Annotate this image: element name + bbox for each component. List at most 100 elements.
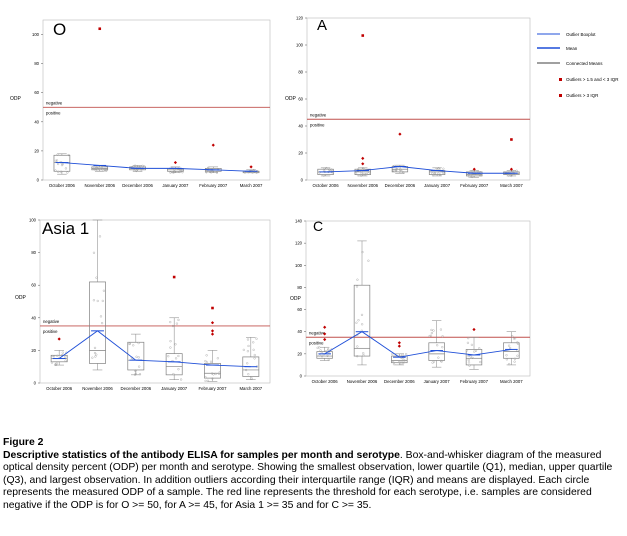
sample-dot (362, 352, 365, 355)
sample-dot (400, 359, 403, 363)
x-tick-label: December 2006 (122, 183, 153, 188)
sample-dot (51, 354, 54, 358)
sample-dot (512, 337, 516, 340)
y-tick-label: 120 (296, 16, 304, 21)
y-tick-label: 80 (34, 61, 39, 66)
sample-dot (204, 376, 207, 379)
sample-dot (441, 346, 444, 349)
sample-dot (169, 340, 172, 343)
outlier-near (472, 327, 476, 332)
sample-dot (505, 358, 509, 361)
sample-dot (318, 346, 321, 349)
sample-dot (171, 324, 175, 328)
x-tick-label: March 2007 (500, 379, 523, 384)
sample-dot (91, 356, 94, 359)
y-tick-label: 40 (297, 329, 302, 334)
sample-dot (211, 372, 214, 375)
plot-frame (42, 19, 271, 181)
y-tick-label: 80 (297, 285, 302, 290)
sample-dot (133, 164, 137, 167)
outlier-near (173, 160, 178, 165)
sample-dot (513, 337, 517, 340)
sample-dot (66, 171, 69, 174)
sample-dot (64, 359, 67, 362)
sample-dot (253, 353, 256, 357)
sample-dot (177, 368, 180, 371)
box (316, 351, 333, 359)
sample-dot (128, 342, 131, 345)
x-tick-label: December 2006 (385, 183, 416, 188)
outlier-far (510, 138, 513, 141)
sample-dot (55, 159, 59, 162)
sample-dot (507, 174, 510, 177)
box (391, 355, 408, 364)
sample-dot (438, 173, 442, 176)
threshold-label-positive: positive (310, 122, 325, 127)
sample-dot (61, 351, 64, 354)
y-tick-label: 60 (298, 97, 303, 102)
panel-asia1-title: Asia 1 (42, 219, 89, 238)
y-tick-label: 60 (31, 283, 36, 288)
outlier-near (361, 162, 365, 166)
sample-dot (437, 167, 440, 170)
sample-dot (54, 159, 57, 162)
sample-dot (169, 346, 172, 349)
sample-dot (324, 350, 328, 353)
sample-dot (511, 335, 514, 338)
sample-dot (174, 357, 178, 360)
sample-dot (60, 170, 63, 173)
sample-dot (471, 356, 474, 360)
sample-dot (247, 373, 250, 376)
sample-dot (54, 363, 57, 366)
sample-dot (179, 378, 183, 381)
x-tick-label: November 2006 (82, 386, 113, 391)
sample-dot (95, 353, 98, 356)
panel-o-title: O (53, 20, 66, 39)
sample-dot (172, 372, 175, 376)
sample-dot (214, 372, 217, 376)
sample-dot (138, 365, 141, 368)
sample-dot (509, 346, 512, 350)
sample-dot (437, 356, 440, 359)
sample-dot (507, 344, 511, 347)
x-tick-label: February 2007 (460, 379, 489, 384)
outlier-near (57, 337, 61, 341)
y-tick-label: 40 (31, 315, 36, 320)
y-tick-label: 20 (34, 148, 39, 153)
sample-dot (252, 348, 255, 351)
connected-means-line (324, 331, 512, 358)
sample-dot (470, 343, 473, 346)
sample-dot (96, 166, 99, 170)
sample-dot (92, 299, 95, 302)
sample-dot (56, 153, 59, 156)
figure-label: Figure 2 (3, 437, 44, 448)
sample-dot (392, 168, 395, 172)
sample-dot (471, 175, 474, 179)
sample-dot (64, 167, 68, 170)
figure-description: . Box-and-whisker diagram of the measure… (3, 449, 613, 511)
outlier-near (249, 165, 253, 169)
sample-dot (322, 174, 325, 177)
x-tick-label: January 2007 (424, 379, 451, 384)
sample-dot (209, 360, 213, 363)
x-tick-label: January 2007 (424, 183, 451, 188)
sample-dot (465, 349, 469, 352)
legend-outliers-near: Outliers > 1.5 and < 3 IQR (566, 77, 619, 82)
outlier-near (397, 341, 401, 345)
connected-means-line (58, 330, 251, 368)
sample-dot (403, 359, 406, 362)
y-tick-label: 0 (300, 374, 303, 379)
sample-dot (467, 358, 470, 362)
threshold-label-positive: positive (46, 110, 61, 115)
sample-dot (399, 168, 402, 171)
sample-dot (209, 170, 212, 173)
sample-dot (471, 175, 474, 178)
sample-dot (178, 170, 181, 174)
figure-caption: Figure 2 Descriptive statistics of the a… (3, 437, 623, 513)
legend-mean: Mean (566, 46, 578, 51)
sample-dot (246, 350, 249, 353)
sample-dot (431, 174, 435, 177)
sample-dot (327, 167, 330, 170)
legend-connected-means: Connected Means (566, 61, 603, 66)
sample-dot (177, 318, 180, 322)
